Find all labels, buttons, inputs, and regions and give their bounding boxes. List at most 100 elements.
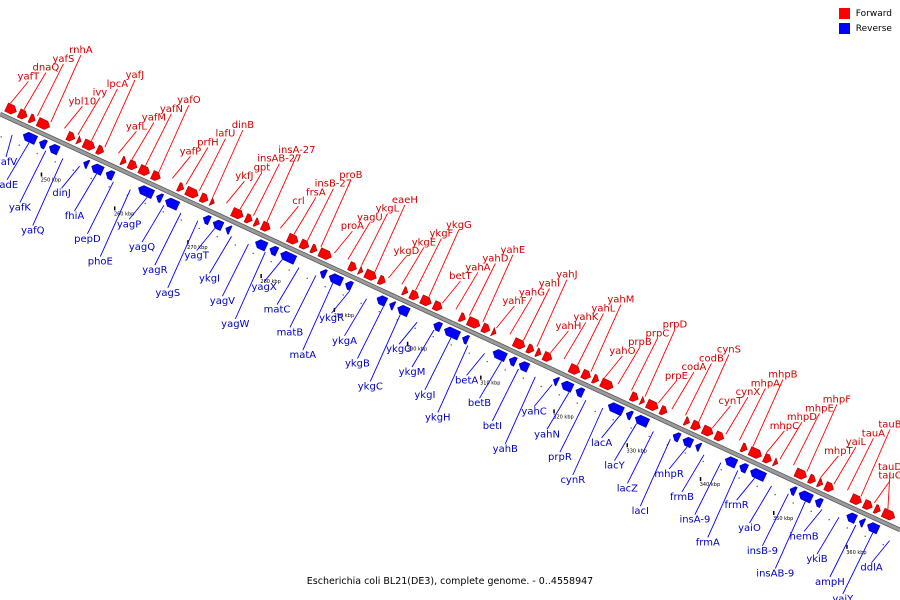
forward-gene-arrow[interactable] (541, 350, 554, 363)
gene-label-ykgh[interactable]: ykgH (425, 413, 451, 424)
forward-gene-arrow[interactable] (747, 446, 763, 461)
forward-gene-arrow[interactable] (771, 457, 779, 468)
gene-label-frma[interactable]: frmA (696, 537, 720, 548)
reverse-gene-arrow[interactable] (461, 334, 471, 345)
forward-gene-arrow[interactable] (431, 300, 444, 313)
forward-gene-arrow[interactable] (4, 102, 19, 116)
gene-label-yagw[interactable]: yagW (221, 319, 249, 330)
gene-label-yagv[interactable]: yagV (210, 296, 235, 307)
gene-label-prpb[interactable]: prpB (628, 337, 652, 348)
gene-label-amph[interactable]: ampH (815, 577, 845, 588)
gene-label-mata[interactable]: matA (289, 350, 316, 361)
gene-label-yahd[interactable]: yahD (482, 254, 508, 265)
reverse-gene-arrow[interactable] (723, 455, 739, 469)
reverse-gene-arrow[interactable] (845, 511, 858, 524)
gene-label-codb[interactable]: codB (699, 353, 724, 364)
gene-label-fhia[interactable]: fhiA (65, 211, 85, 222)
gene-label-yafl[interactable]: yafL (126, 121, 148, 132)
gene-label-taub[interactable]: tauB (878, 420, 900, 431)
gene-label-proa[interactable]: proA (341, 221, 364, 232)
forward-gene-arrow[interactable] (137, 164, 152, 178)
reverse-gene-arrow[interactable] (551, 376, 561, 387)
gene-label-yafp[interactable]: yafP (180, 146, 202, 157)
forward-gene-arrow[interactable] (65, 130, 77, 142)
forward-gene-arrow[interactable] (480, 322, 492, 334)
gene-label-prpd[interactable]: prpD (663, 320, 688, 331)
forward-gene-arrow[interactable] (298, 238, 311, 251)
reverse-gene-arrow[interactable] (137, 184, 156, 199)
reverse-gene-arrow[interactable] (624, 409, 634, 421)
gene-label-mhpe[interactable]: mhpE (805, 403, 834, 414)
gene-label-yahn[interactable]: yahN (534, 429, 560, 440)
gene-label-crl[interactable]: crl (292, 196, 304, 207)
forward-gene-arrow[interactable] (376, 274, 387, 286)
forward-gene-arrow[interactable] (401, 286, 410, 296)
gene-label-ykgi[interactable]: ykgI (199, 273, 220, 284)
gene-label-ykge[interactable]: ykgE (412, 237, 436, 248)
forward-gene-arrow[interactable] (259, 220, 272, 233)
gene-label-yahh[interactable]: yahH (555, 321, 581, 332)
gene-label-ykgf[interactable]: ykgF (429, 229, 453, 240)
gene-label-matb[interactable]: matB (277, 327, 304, 338)
gene-label-yahi[interactable]: yahI (539, 279, 560, 290)
reverse-gene-arrow[interactable] (388, 300, 397, 311)
gene-label-cyns[interactable]: cynS (717, 345, 741, 356)
gene-label-bett[interactable]: betT (449, 271, 472, 282)
forward-gene-arrow[interactable] (511, 337, 527, 351)
gene-label-taua[interactable]: tauA (862, 428, 885, 439)
gene-label-hemb[interactable]: hemB (790, 531, 819, 542)
reverse-gene-arrow[interactable] (90, 162, 105, 176)
gene-label-mhpc[interactable]: mhpC (770, 421, 799, 432)
reverse-gene-arrow[interactable] (344, 280, 354, 291)
reverse-gene-arrow[interactable] (432, 320, 444, 333)
reverse-gene-arrow[interactable] (443, 325, 462, 341)
forward-gene-arrow[interactable] (243, 213, 254, 225)
gene-label-yahe[interactable]: yahE (501, 245, 526, 256)
forward-gene-arrow[interactable] (176, 182, 186, 193)
forward-gene-arrow[interactable] (880, 507, 896, 522)
gene-label-yaio[interactable]: yaiO (738, 523, 761, 534)
gene-label-rnha[interactable]: rnhA (69, 45, 93, 56)
gene-label-gpt[interactable]: gpt (254, 163, 271, 174)
gene-label-insa-27[interactable]: insA-27 (278, 145, 315, 156)
gene-label-yaiy[interactable]: yaiY (832, 594, 854, 600)
gene-label-mhpt[interactable]: mhpT (824, 446, 853, 457)
gene-label-betb[interactable]: betB (468, 398, 491, 409)
forward-gene-arrow[interactable] (16, 108, 29, 121)
gene-label-insb-9[interactable]: insB-9 (747, 546, 778, 557)
gene-label-prfh[interactable]: prfH (197, 138, 219, 149)
gene-label-ykgb[interactable]: ykgB (345, 359, 370, 370)
forward-gene-arrow[interactable] (347, 261, 359, 273)
reverse-gene-arrow[interactable] (507, 355, 518, 367)
gene-label-eaeh[interactable]: eaeH (392, 195, 418, 206)
gene-label-yagq[interactable]: yagQ (129, 242, 155, 253)
gene-label-yahg[interactable]: yahG (519, 287, 545, 298)
forward-gene-arrow[interactable] (793, 467, 809, 481)
forward-gene-arrow[interactable] (35, 117, 51, 132)
reverse-gene-arrow[interactable] (396, 304, 411, 318)
gene-label-mhpa[interactable]: mhpA (751, 378, 780, 389)
forward-gene-arrow[interactable] (861, 499, 874, 511)
reverse-gene-arrow[interactable] (82, 158, 91, 169)
forward-gene-arrow[interactable] (580, 368, 593, 381)
gene-label-insab-9[interactable]: insAB-9 (756, 569, 794, 580)
forward-gene-arrow[interactable] (489, 327, 498, 338)
gene-label-insb-27[interactable]: insB-27 (315, 179, 353, 190)
gene-label-prpc[interactable]: prpC (646, 328, 670, 339)
forward-gene-arrow[interactable] (628, 391, 640, 403)
reverse-gene-arrow[interactable] (327, 272, 345, 287)
reverse-gene-arrow[interactable] (279, 250, 298, 265)
reverse-gene-arrow[interactable] (671, 431, 682, 443)
forward-gene-arrow[interactable] (645, 398, 660, 412)
gene-label-yagu[interactable]: yagU (357, 212, 383, 223)
gene-label-ykgg[interactable]: ykgG (446, 220, 472, 231)
forward-gene-arrow[interactable] (816, 477, 824, 488)
forward-gene-arrow[interactable] (75, 135, 83, 146)
gene-label-cynr[interactable]: cynR (560, 475, 585, 486)
reverse-gene-arrow[interactable] (491, 348, 508, 363)
gene-label-yafk[interactable]: yafK (9, 203, 32, 214)
gene-label-pepd[interactable]: pepD (74, 234, 101, 245)
gene-label-lacy[interactable]: lacY (604, 461, 625, 472)
gene-label-ykgc[interactable]: ykgC (358, 381, 383, 392)
forward-gene-arrow[interactable] (356, 265, 364, 276)
